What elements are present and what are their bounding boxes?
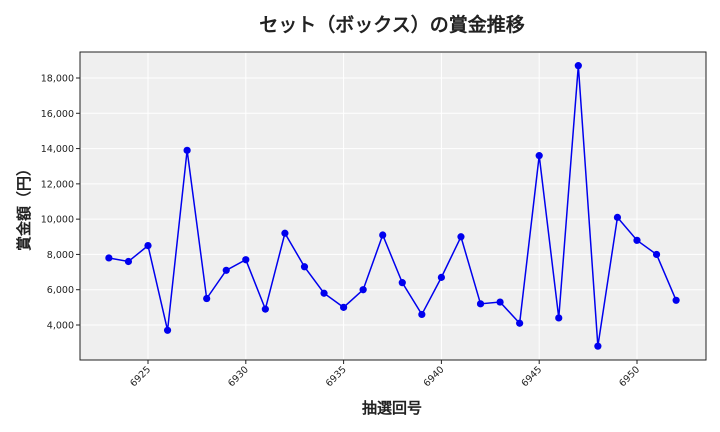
data-point	[516, 319, 524, 327]
y-tick-label: 4,000	[47, 321, 74, 332]
data-point	[379, 231, 387, 239]
series-line	[108, 65, 677, 347]
y-tick-label: 12,000	[41, 179, 74, 190]
x-tick-label: 6940	[422, 364, 447, 389]
y-tick-label: 14,000	[41, 144, 74, 155]
x-axis-label: 抽選回号	[362, 399, 422, 417]
data-point	[594, 342, 602, 350]
data-point	[144, 242, 152, 250]
data-point	[300, 263, 309, 271]
x-tick-label: 6930	[226, 364, 251, 389]
data-point	[535, 152, 543, 160]
x-tick-label: 6945	[519, 364, 544, 389]
y-tick-label: 10,000	[41, 215, 74, 226]
data-point	[418, 310, 426, 319]
x-tick-label: 6935	[324, 364, 349, 389]
data-point	[222, 266, 230, 274]
data-point	[496, 298, 504, 306]
data-point	[320, 289, 328, 297]
data-point	[457, 233, 465, 241]
data-point	[359, 286, 367, 294]
data-point	[281, 229, 289, 237]
x-tick-label: 6925	[128, 364, 153, 389]
y-tick-label: 18,000	[41, 74, 74, 85]
data-point	[633, 236, 641, 244]
data-point	[261, 305, 269, 313]
data-point	[105, 254, 113, 262]
data-point	[183, 146, 191, 154]
data-point	[203, 294, 211, 303]
chart-title: セット（ボックス）の賞金推移	[259, 13, 524, 36]
x-tick-label: 6950	[617, 364, 642, 389]
data-point	[613, 213, 622, 221]
data-point	[124, 257, 133, 266]
data-point	[340, 303, 348, 311]
y-tick-label: 16,000	[41, 109, 74, 120]
data-point	[163, 326, 172, 334]
data-point	[398, 279, 406, 287]
data-point	[574, 62, 582, 70]
data-point	[437, 273, 445, 281]
y-tick-label: 6,000	[47, 285, 74, 296]
y-tick-label: 8,000	[47, 250, 74, 261]
y-axis-label: 賞金額（円）	[15, 161, 33, 251]
data-point	[672, 296, 680, 304]
data-point	[242, 256, 250, 264]
plot-area	[79, 51, 707, 361]
data-point	[476, 300, 485, 308]
data-point	[652, 250, 661, 259]
data-point	[555, 314, 563, 322]
